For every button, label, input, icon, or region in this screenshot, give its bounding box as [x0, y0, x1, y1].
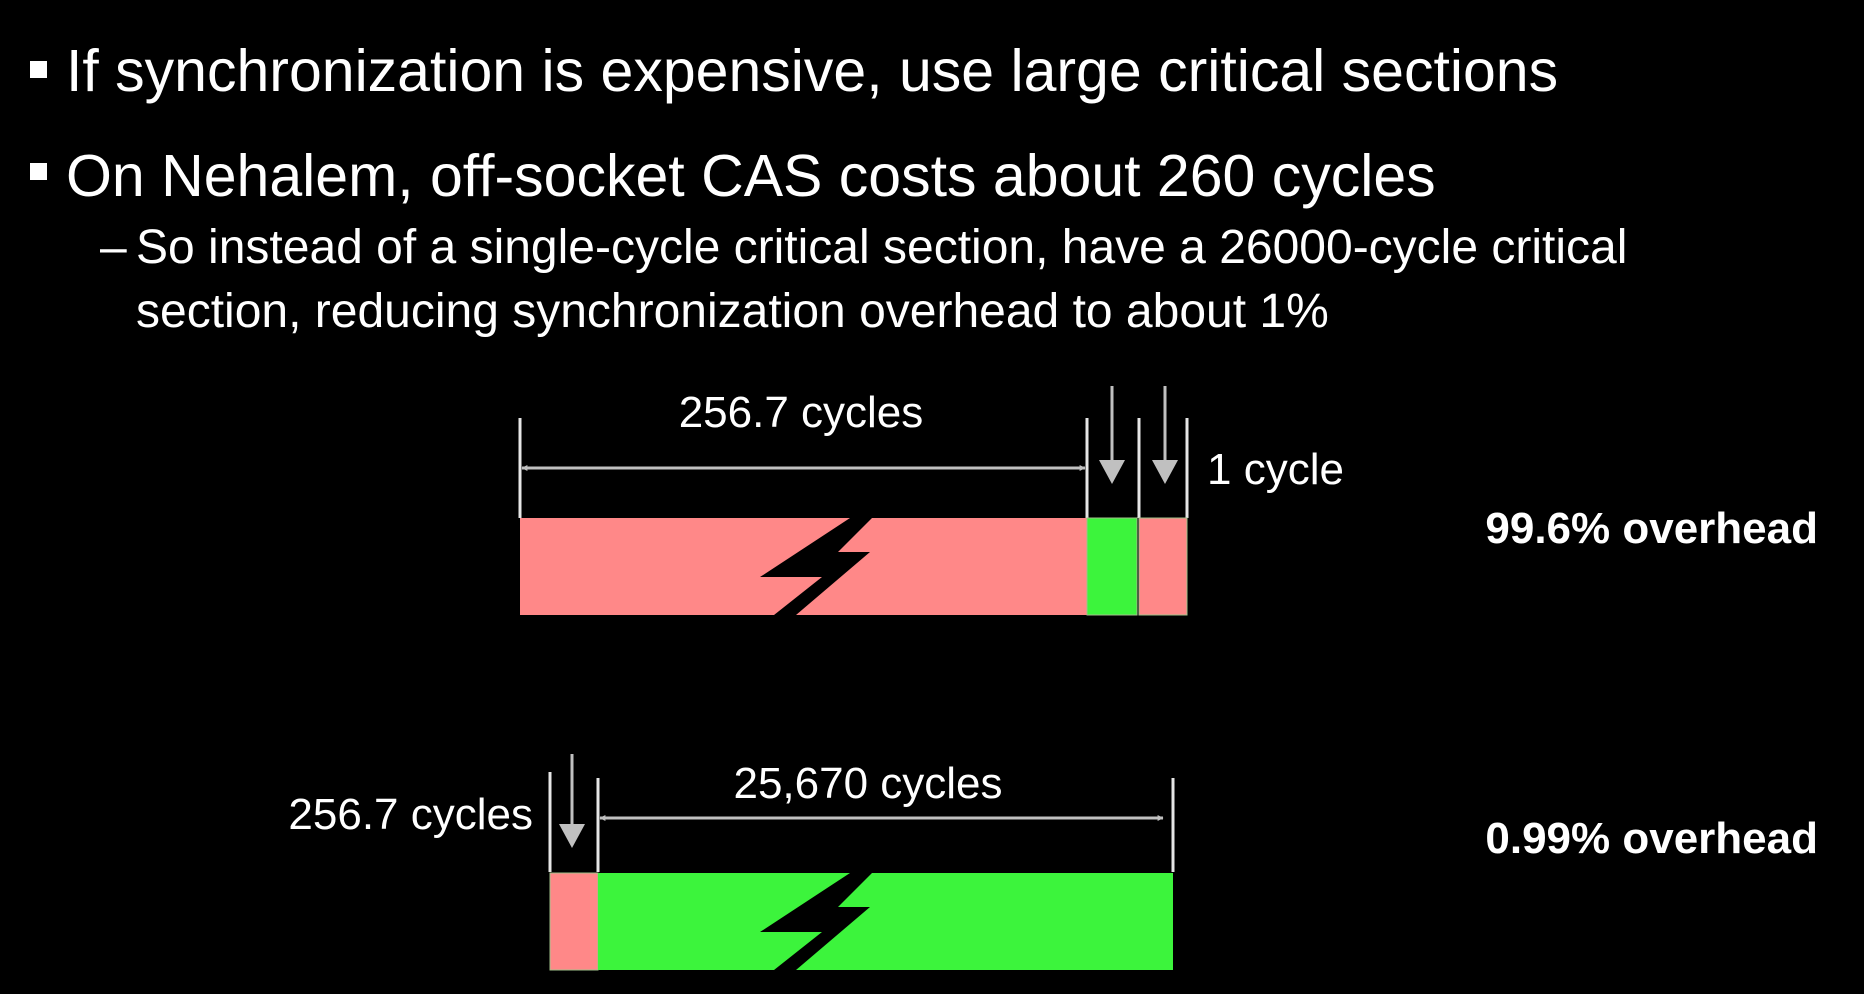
lightning-break-icon [760, 873, 872, 970]
lightning-break-icon [760, 518, 872, 615]
top-critical-label: 1 cycle [1207, 445, 1344, 494]
top-sync-segment-2 [1138, 517, 1188, 616]
sub-bullet-dash: – [100, 221, 127, 274]
down-arrow-icon [1152, 386, 1178, 484]
bottom-sync-label: 256.7 cycles [288, 790, 533, 839]
bottom-overhead-label: 0.99% overhead [1485, 814, 1818, 863]
down-arrow-icon [1099, 386, 1125, 484]
bullet-1-text: If synchronization is expensive, use lar… [66, 38, 1559, 104]
top-sync-label: 256.7 cycles [679, 388, 924, 437]
bottom-sync-segment [549, 872, 599, 971]
top-diagram: 256.7 cycles 1 cycle 99.6% overhead [518, 386, 1818, 616]
bullet-square-icon [30, 61, 47, 78]
bottom-critical-label: 25,670 cycles [733, 759, 1002, 808]
sub-bullet-line-1: So instead of a single-cycle critical se… [136, 221, 1628, 274]
down-arrow-icon [559, 754, 585, 848]
bottom-diagram: 256.7 cycles 25,670 cycles 0.99% overhea… [288, 754, 1818, 971]
bullet-square-icon [30, 163, 47, 180]
sub-bullet-line-2: section, reducing synchronization overhe… [136, 285, 1329, 338]
top-critical-segment [1086, 517, 1138, 616]
bullet-2-text: On Nehalem, off-socket CAS costs about 2… [66, 143, 1436, 209]
bottom-critical-segment [598, 873, 1173, 970]
top-overhead-label: 99.6% overhead [1485, 504, 1818, 553]
